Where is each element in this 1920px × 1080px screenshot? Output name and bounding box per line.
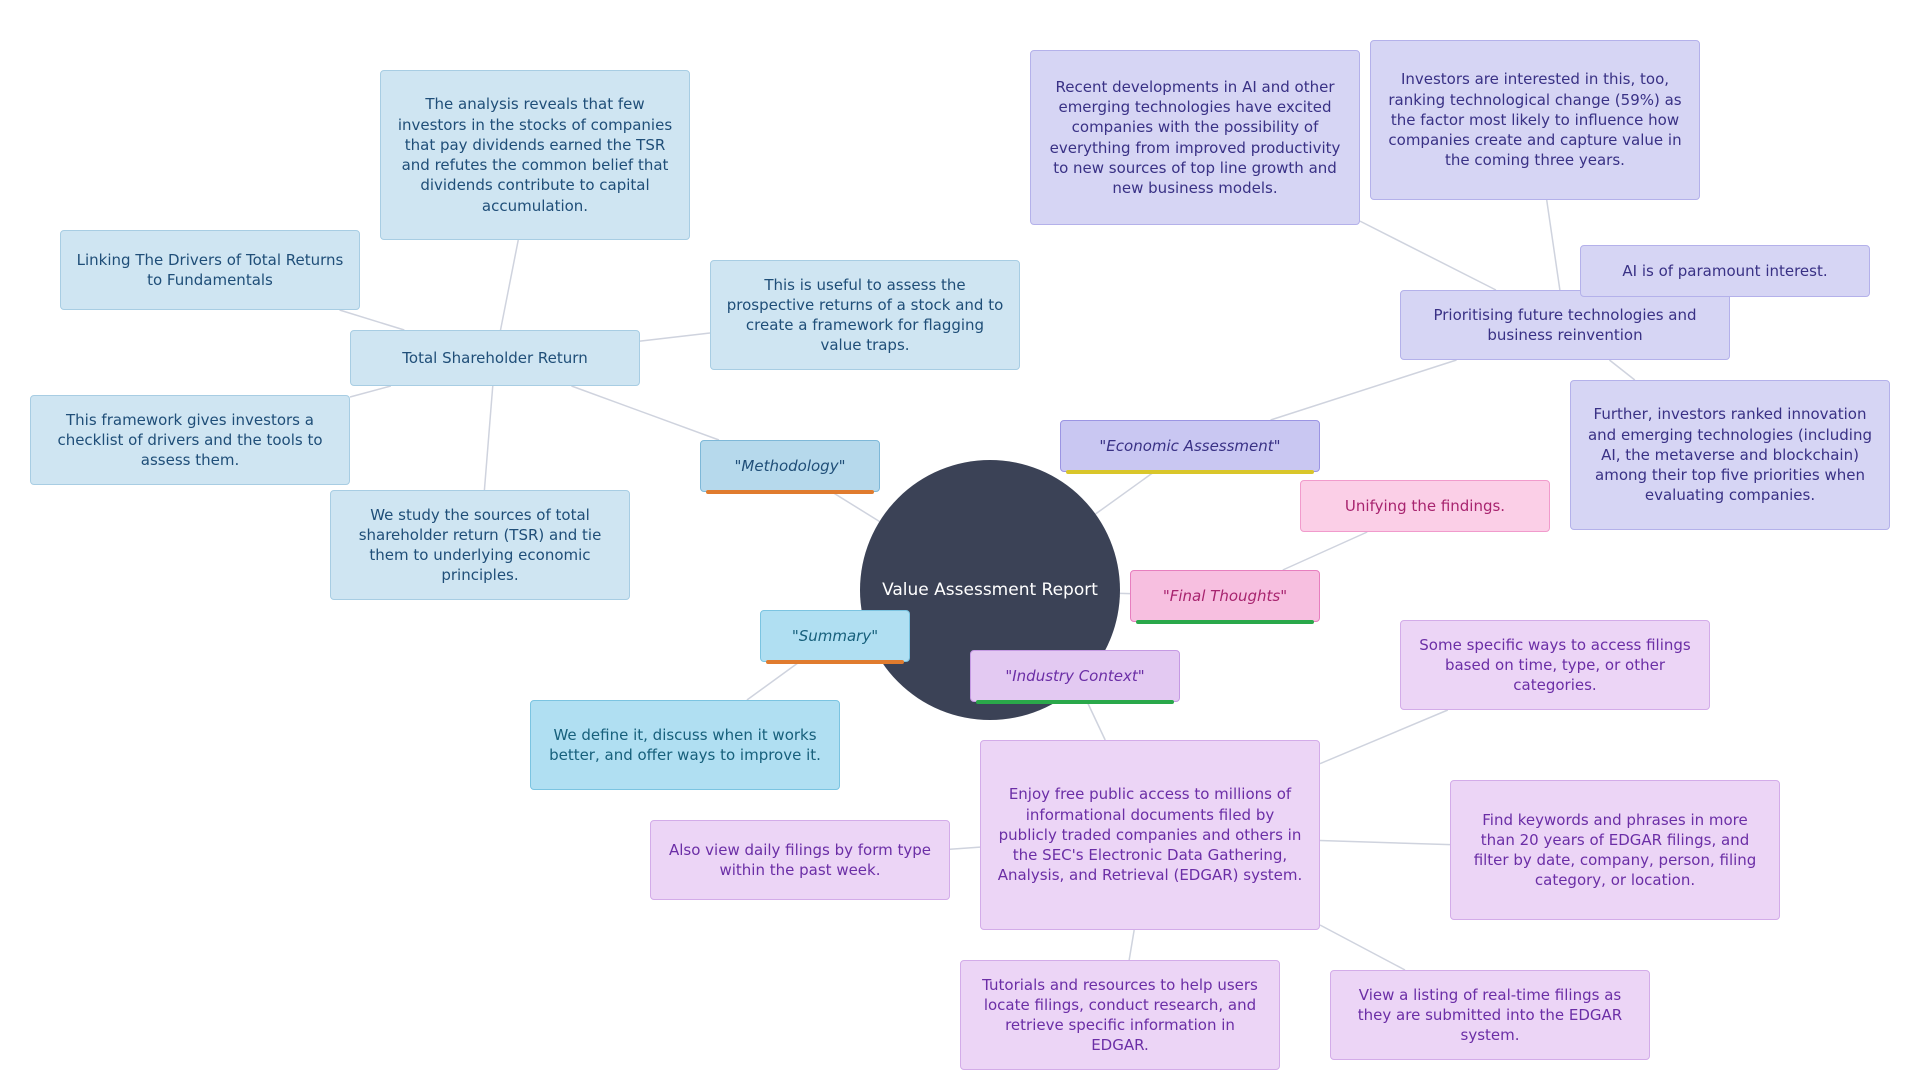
node-ind_a[interactable]: Some specific ways to access filings bas… — [1400, 620, 1710, 710]
node-economic[interactable]: "Economic Assessment" — [1060, 420, 1320, 472]
node-eco_a[interactable]: Recent developments in AI and other emer… — [1030, 50, 1360, 225]
node-eco_c[interactable]: AI is of paramount interest. — [1580, 245, 1870, 297]
node-tsr_a[interactable]: Linking The Drivers of Total Returns to … — [60, 230, 360, 310]
node-underline — [766, 660, 904, 664]
node-fin_a[interactable]: Unifying the findings. — [1300, 480, 1550, 532]
node-eco_b[interactable]: Investors are interested in this, too, r… — [1370, 40, 1700, 200]
node-tsr[interactable]: Total Shareholder Return — [350, 330, 640, 386]
node-underline — [706, 490, 874, 494]
connector — [1609, 360, 1634, 380]
connector — [350, 386, 391, 397]
connector — [1283, 532, 1367, 570]
node-tsr_d[interactable]: We study the sources of total shareholde… — [330, 490, 630, 600]
connector — [1087, 702, 1105, 740]
connector — [832, 492, 880, 521]
node-tsr_c[interactable]: This framework gives investors a checkli… — [30, 395, 350, 485]
node-finalthoughts[interactable]: "Final Thoughts" — [1130, 570, 1320, 622]
connector — [1129, 930, 1134, 960]
node-ind_b[interactable]: Find keywords and phrases in more than 2… — [1450, 780, 1780, 920]
connector — [747, 662, 799, 700]
connector — [340, 310, 405, 330]
node-ind_hub[interactable]: Enjoy free public access to millions of … — [980, 740, 1320, 930]
node-underline — [1136, 620, 1314, 624]
connector — [501, 240, 519, 330]
connector — [571, 386, 719, 440]
connector — [1320, 925, 1405, 970]
node-tsr_b[interactable]: The analysis reveals that few investors … — [380, 70, 690, 240]
mindmap-stage: Value Assessment Report"Methodology""Sum… — [0, 0, 1920, 1080]
connector — [950, 847, 980, 849]
connector — [640, 333, 710, 341]
node-ind_c[interactable]: View a listing of real-time filings as t… — [1330, 970, 1650, 1060]
node-methodology[interactable]: "Methodology" — [700, 440, 880, 492]
node-sum_a[interactable]: We define it, discuss when it works bett… — [530, 700, 840, 790]
node-ind_e[interactable]: Also view daily filings by form type wit… — [650, 820, 950, 900]
connector — [1320, 710, 1448, 764]
connector — [1547, 200, 1560, 290]
connector — [1320, 840, 1450, 844]
connector — [1095, 472, 1153, 514]
connector — [1360, 221, 1496, 290]
node-tsr_e[interactable]: This is useful to assess the prospective… — [710, 260, 1020, 370]
connector — [1271, 360, 1457, 420]
node-ind_d[interactable]: Tutorials and resources to help users lo… — [960, 960, 1280, 1070]
node-eco_hub[interactable]: Prioritising future technologies and bus… — [1400, 290, 1730, 360]
node-summary[interactable]: "Summary" — [760, 610, 910, 662]
node-underline — [976, 700, 1174, 704]
connector — [484, 386, 492, 490]
node-eco_d[interactable]: Further, investors ranked innovation and… — [1570, 380, 1890, 530]
node-industry[interactable]: "Industry Context" — [970, 650, 1180, 702]
node-underline — [1066, 470, 1314, 474]
